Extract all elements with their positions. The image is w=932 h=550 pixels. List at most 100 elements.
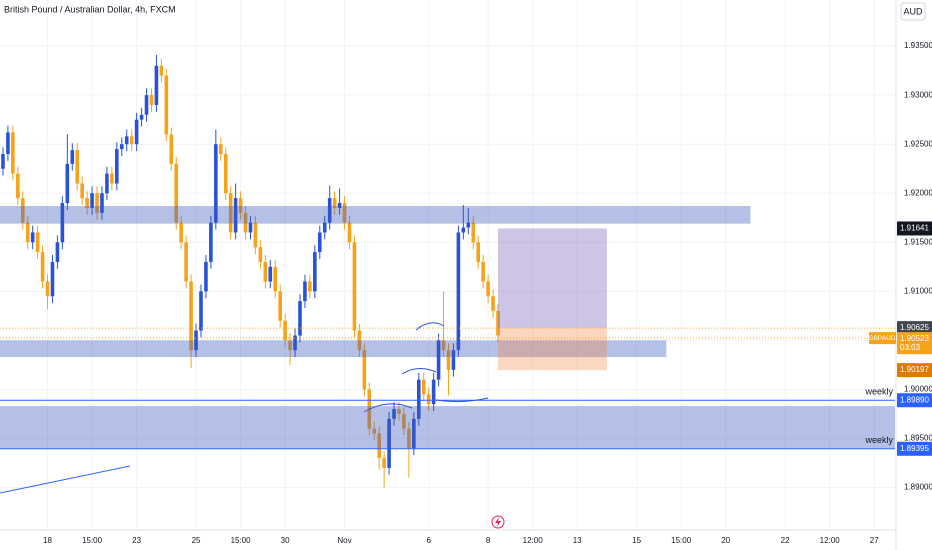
candle-body [337, 203, 342, 208]
candle-body [308, 281, 312, 292]
position-price-tag [897, 363, 932, 378]
candle-body [129, 136, 134, 145]
symbol-label: GBPAUD [869, 335, 896, 342]
candle-body [179, 222, 183, 243]
candle-body [397, 409, 401, 414]
candle-body [248, 222, 253, 233]
last-price-label: 1.90523 [900, 334, 929, 343]
candle-body [392, 409, 396, 419]
x-tick-label: 30 [281, 536, 290, 545]
candle-body [486, 281, 490, 297]
currency-button[interactable] [900, 2, 926, 21]
candle-body [461, 227, 466, 233]
candle-body [243, 212, 248, 233]
candle-body [164, 75, 169, 135]
candle-body [110, 173, 114, 184]
axes: 1.890001.895001.900001.905001.910001.915… [43, 41, 932, 545]
zone [0, 206, 751, 224]
candle-body [30, 232, 35, 243]
candle-body [253, 222, 258, 248]
candle-body [352, 242, 357, 331]
candle-body [144, 95, 149, 115]
candle-body [55, 242, 60, 262]
candle-body [407, 428, 411, 449]
x-tick-label: 15 [632, 536, 641, 545]
candle-body [50, 261, 55, 297]
drawings: weekly weekly [0, 206, 895, 494]
currency-label: AUD [903, 6, 923, 16]
y-tick-label: 1.91000 [904, 286, 932, 295]
position-price-label: 1.90197 [900, 365, 929, 374]
candle-body [20, 198, 25, 223]
level-note: weekly [864, 435, 893, 445]
position-price-tag [897, 321, 932, 336]
candle-body [75, 150, 80, 184]
candle-body [184, 242, 188, 282]
x-tick-label: 18 [43, 536, 52, 545]
level-price-tag [897, 393, 932, 408]
candle-body [372, 428, 377, 434]
candle-body [377, 433, 381, 459]
x-tick-label: 15:00 [82, 536, 103, 545]
candle-body [412, 418, 416, 449]
candle-body [11, 132, 15, 174]
candle-body [70, 150, 75, 164]
candle-body [431, 379, 436, 405]
candle-body [25, 222, 30, 243]
arc [401, 368, 437, 375]
candle-body [402, 413, 406, 429]
y-tick-label: 1.90000 [904, 385, 932, 394]
candle-body [258, 247, 263, 262]
candle-body [174, 163, 179, 223]
y-tick-label: 1.91500 [904, 237, 932, 246]
candle-body [278, 291, 282, 321]
candle-body [387, 418, 391, 468]
candle-body [293, 335, 297, 351]
position-profit [497, 228, 607, 329]
level-price-label: 1.89890 [900, 395, 929, 404]
candle-body [273, 266, 278, 292]
candle-body [209, 222, 213, 262]
candle-body [446, 350, 451, 370]
x-tick-label: 12:00 [523, 536, 544, 545]
x-tick-label: 13 [573, 536, 582, 545]
candle-body [496, 310, 500, 336]
candle-body [347, 222, 352, 243]
x-tick-label: 6 [426, 536, 431, 545]
grid [0, 0, 895, 530]
candle-body [204, 261, 208, 292]
countdown-label: 03:03 [900, 343, 921, 352]
candle-body [1, 154, 5, 169]
last-price-tag [897, 332, 932, 355]
candle-body [268, 266, 273, 282]
candle-body [416, 379, 421, 419]
zone [0, 406, 895, 449]
x-tick-label: 25 [192, 536, 201, 545]
position-loss [497, 328, 607, 371]
y-tick-label: 1.92000 [904, 188, 932, 197]
position-price-label: 1.90625 [900, 323, 929, 332]
candle-body [491, 296, 495, 311]
level-price-tag [897, 441, 932, 456]
candle-body [218, 144, 223, 155]
x-tick-label: 27 [870, 536, 879, 545]
candle-body [466, 222, 471, 228]
zone [0, 340, 667, 358]
candle-body [298, 301, 302, 336]
symbol-tag [869, 332, 896, 345]
candle-body [90, 193, 94, 208]
candle-body [100, 193, 104, 213]
candle-body [342, 203, 347, 223]
y-tick-label: 1.92500 [904, 139, 932, 148]
candle-body [303, 281, 307, 302]
candle-body [471, 222, 476, 243]
level-note: weekly [864, 387, 893, 397]
candle-body [115, 149, 119, 184]
candle-body [154, 65, 159, 105]
candle-body [105, 173, 109, 194]
candle-body [169, 134, 174, 164]
candle-body [40, 252, 45, 282]
